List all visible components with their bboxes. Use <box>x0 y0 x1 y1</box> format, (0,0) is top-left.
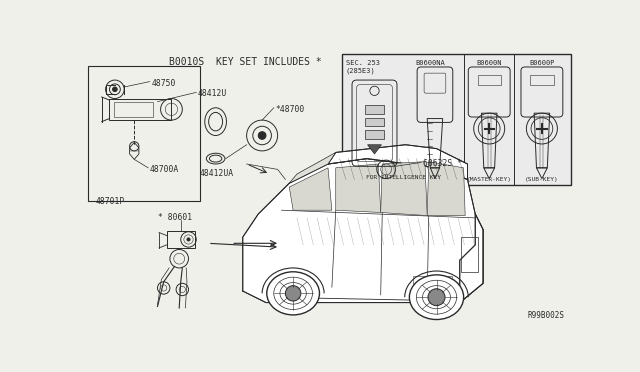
Circle shape <box>259 132 266 140</box>
Polygon shape <box>381 162 428 216</box>
Polygon shape <box>460 214 483 302</box>
Text: * 80601: * 80601 <box>157 212 191 221</box>
Text: (SUB-KEY): (SUB-KEY) <box>525 177 559 182</box>
Ellipse shape <box>410 275 463 320</box>
Text: 48700A: 48700A <box>150 165 179 174</box>
Polygon shape <box>336 164 381 212</box>
Text: B0600N: B0600N <box>476 60 502 66</box>
Text: FOR INTELLIGENCE KEY: FOR INTELLIGENCE KEY <box>365 175 441 180</box>
Polygon shape <box>289 153 336 183</box>
Text: *48700: *48700 <box>275 105 305 114</box>
Bar <box>461 237 478 272</box>
Bar <box>365 106 384 114</box>
Polygon shape <box>289 168 332 210</box>
Text: 48701P: 48701P <box>95 197 125 206</box>
Bar <box>365 130 384 139</box>
Bar <box>109 99 172 120</box>
Text: 68632S *: 68632S * <box>423 158 462 168</box>
Bar <box>365 118 384 126</box>
Circle shape <box>428 289 445 306</box>
Text: B0010S  KEY SET INCLUDES *: B0010S KEY SET INCLUDES * <box>169 57 322 67</box>
Text: B0600NA: B0600NA <box>415 60 445 66</box>
Bar <box>167 231 195 248</box>
Text: SEC. 253: SEC. 253 <box>346 60 380 66</box>
Polygon shape <box>328 145 467 179</box>
Text: 48412UA: 48412UA <box>200 169 234 179</box>
Text: (285E3): (285E3) <box>346 68 376 74</box>
Ellipse shape <box>267 272 319 315</box>
Bar <box>477 75 501 86</box>
Bar <box>413 276 452 295</box>
Text: 48412U: 48412U <box>198 89 227 98</box>
Text: B0600P: B0600P <box>529 60 555 66</box>
Bar <box>88 66 200 201</box>
Polygon shape <box>243 158 483 302</box>
Polygon shape <box>367 145 381 154</box>
Bar <box>531 75 554 86</box>
Text: (MASTER-KEY): (MASTER-KEY) <box>467 177 512 182</box>
Text: 48750: 48750 <box>151 78 175 87</box>
Circle shape <box>113 87 117 92</box>
Bar <box>114 102 153 117</box>
Text: R99B002S: R99B002S <box>527 311 564 320</box>
Polygon shape <box>428 162 465 216</box>
Circle shape <box>285 286 301 301</box>
Bar <box>342 54 571 185</box>
Circle shape <box>187 238 190 241</box>
